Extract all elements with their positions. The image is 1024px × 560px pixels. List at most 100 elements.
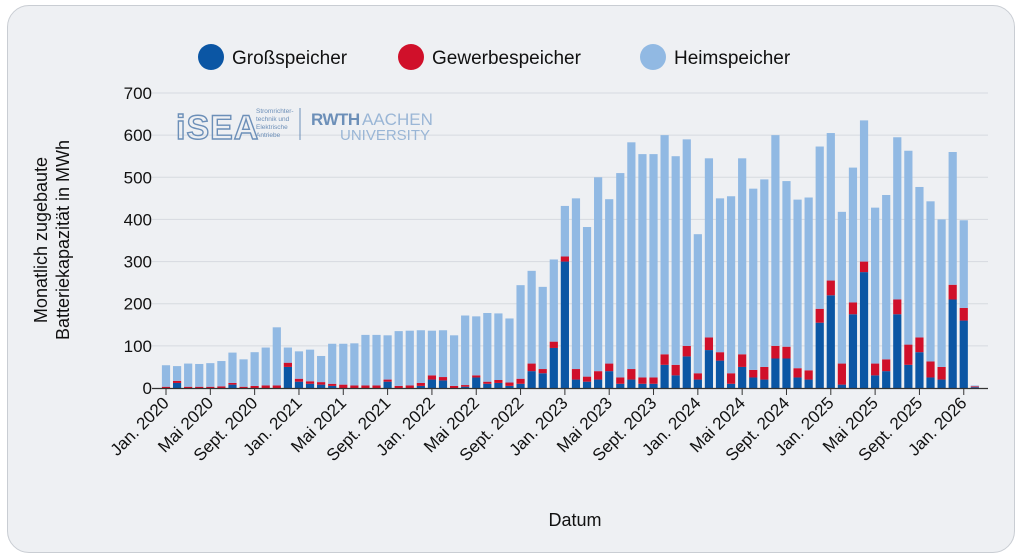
- bar-segment-gewerbespeicher: [782, 346, 791, 359]
- bar-segment-grossspeicher: [328, 385, 337, 388]
- bar-segment-heimspeicher: [217, 361, 226, 387]
- bar-segment-heimspeicher: [483, 312, 492, 382]
- bar-segment-gewerbespeicher: [582, 376, 592, 382]
- bar-segment-heimspeicher: [472, 316, 481, 376]
- bar-segment-heimspeicher: [771, 135, 780, 346]
- bar-segment-heimspeicher: [261, 347, 270, 386]
- bar-segment-gewerbespeicher: [461, 385, 470, 387]
- bar-segment-gewerbespeicher: [427, 375, 437, 380]
- bar-segment-grossspeicher: [516, 383, 525, 388]
- bar-segment-heimspeicher: [394, 331, 403, 386]
- bar-segment-heimspeicher: [893, 137, 902, 300]
- bar-segment-gewerbespeicher: [394, 385, 403, 388]
- bar-segment-heimspeicher: [859, 120, 869, 262]
- bar-segment-heimspeicher: [693, 234, 702, 374]
- bar-segment-heimspeicher: [782, 181, 791, 347]
- bar-segment-grossspeicher: [915, 352, 924, 388]
- bar-segment-heimspeicher: [172, 366, 182, 381]
- svg-text:technik und: technik und: [256, 116, 290, 123]
- isea-logo: iSEA Stromrichter- technik und Elektrisc…: [175, 108, 301, 148]
- bar-segment-heimspeicher: [272, 327, 281, 386]
- bar-segment-grossspeicher: [715, 360, 725, 388]
- bar-segment-heimspeicher: [682, 139, 691, 346]
- y-axis-title-line2: Batteriekapazität in MWh: [53, 140, 73, 340]
- bar-segment-heimspeicher: [560, 205, 569, 257]
- bar-segment-grossspeicher: [859, 272, 869, 388]
- bar-segment-gewerbespeicher: [704, 337, 714, 351]
- bar-segment-grossspeicher: [904, 364, 913, 388]
- bar-segment-gewerbespeicher: [649, 377, 658, 384]
- bar-segment-heimspeicher: [361, 334, 370, 386]
- bar-segment-gewerbespeicher: [483, 381, 492, 384]
- y-tick-label: 700: [124, 84, 152, 103]
- y-tick-label: 300: [124, 253, 152, 272]
- svg-text:UNIVERSITY: UNIVERSITY: [340, 127, 430, 144]
- bar-segment-grossspeicher: [726, 383, 736, 388]
- bar-segment-heimspeicher: [228, 352, 237, 383]
- bar-segment-heimspeicher: [715, 198, 725, 353]
- bar-segment-heimspeicher: [582, 227, 592, 377]
- bar-segment-grossspeicher: [837, 384, 846, 388]
- bar-segment-gewerbespeicher: [228, 382, 237, 385]
- bar-segment-grossspeicher: [638, 383, 647, 388]
- y-tick-label: 200: [124, 295, 152, 314]
- legend-swatch-grossspeicher: [198, 44, 224, 70]
- bar-segment-grossspeicher: [660, 364, 669, 388]
- bar-segment-grossspeicher: [848, 314, 858, 388]
- bar-segment-grossspeicher: [416, 385, 425, 388]
- bar-segment-gewerbespeicher: [438, 377, 448, 381]
- bar-segment-gewerbespeicher: [317, 382, 326, 385]
- bar-segment-heimspeicher: [461, 315, 470, 386]
- bar-segment-gewerbespeicher: [859, 261, 869, 273]
- bar-segment-gewerbespeicher: [449, 385, 459, 388]
- bar-segment-heimspeicher: [937, 219, 946, 367]
- bar-segment-gewerbespeicher: [771, 345, 780, 359]
- legend-label-gewerbespeicher: Gewerbespeicher: [432, 48, 582, 69]
- bar-segment-gewerbespeicher: [605, 363, 614, 372]
- bar-segment-gewerbespeicher: [904, 344, 913, 365]
- bar-segment-grossspeicher: [616, 383, 625, 388]
- bar-segment-heimspeicher: [738, 158, 747, 355]
- bar-segment-grossspeicher: [172, 382, 182, 388]
- bar-segment-grossspeicher: [317, 384, 326, 388]
- bar-segment-heimspeicher: [195, 363, 204, 387]
- y-tick-label: 500: [124, 168, 152, 187]
- bar-segment-grossspeicher: [283, 366, 292, 388]
- bar-segment-heimspeicher: [848, 167, 858, 303]
- bar-segment-heimspeicher: [837, 211, 846, 364]
- bar-segment-heimspeicher: [416, 330, 425, 383]
- bar-segment-gewerbespeicher: [926, 361, 935, 378]
- bar-segment-grossspeicher: [793, 377, 802, 388]
- bar-segment-grossspeicher: [571, 379, 581, 388]
- bar-segment-gewerbespeicher: [161, 386, 171, 388]
- bar-segment-grossspeicher: [749, 377, 758, 388]
- bar-segment-gewerbespeicher: [882, 359, 891, 372]
- bar-segment-gewerbespeicher: [372, 385, 381, 388]
- legend-swatch-heimspeicher: [640, 44, 666, 70]
- bar-segment-gewerbespeicher: [660, 354, 669, 365]
- chart-card: [7, 5, 1015, 553]
- bar-segment-heimspeicher: [660, 135, 669, 355]
- bar-segment-heimspeicher: [882, 194, 891, 360]
- y-axis-title: Monatlich zugebaute Batteriekapazität in…: [31, 140, 73, 340]
- bar-segment-heimspeicher: [427, 330, 437, 376]
- bar-segment-heimspeicher: [372, 334, 381, 386]
- bar-segment-gewerbespeicher: [350, 385, 359, 388]
- bar-segment-grossspeicher: [438, 380, 448, 388]
- bar-segment-heimspeicher: [283, 347, 292, 363]
- bar-segment-grossspeicher: [594, 379, 603, 388]
- bar-segment-gewerbespeicher: [848, 302, 858, 315]
- bar-segment-gewerbespeicher: [305, 381, 315, 384]
- bar-segment-grossspeicher: [582, 381, 592, 388]
- bar-segment-gewerbespeicher: [804, 370, 813, 380]
- bar-segment-gewerbespeicher: [627, 369, 636, 380]
- bar-segment-gewerbespeicher: [217, 386, 226, 388]
- y-tick-label: 600: [124, 126, 152, 145]
- y-axis-ticks: 0 100 200 300 400 500 600 700: [124, 84, 152, 398]
- svg-text:Elektrische: Elektrische: [256, 124, 288, 131]
- bar-segment-heimspeicher: [815, 146, 824, 309]
- bar-segment-grossspeicher: [893, 314, 902, 388]
- x-axis-title: Datum: [548, 510, 601, 530]
